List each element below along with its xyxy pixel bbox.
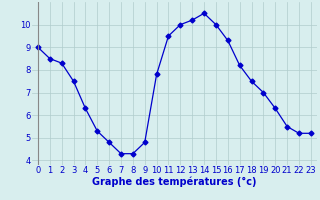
X-axis label: Graphe des températures (°c): Graphe des températures (°c) [92,177,257,187]
